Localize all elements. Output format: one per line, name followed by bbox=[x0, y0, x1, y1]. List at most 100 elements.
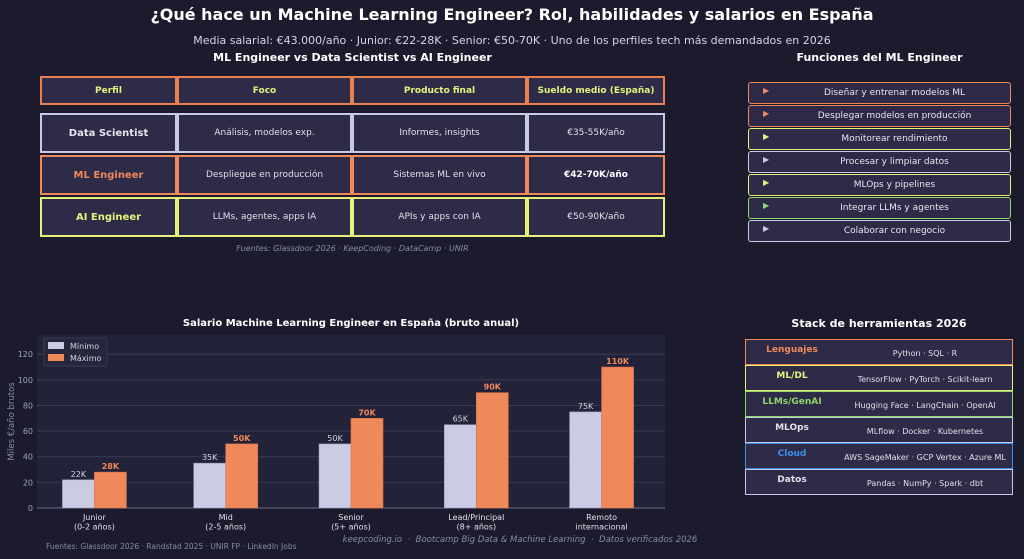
x-tick-label: (8+ años) bbox=[456, 523, 496, 532]
function-label: Procesar y limpiar datos bbox=[840, 157, 949, 167]
function-label: Integrar LLMs y agentes bbox=[840, 203, 949, 213]
arrow-icon: ▶ bbox=[763, 109, 770, 118]
data-label: 90K bbox=[484, 383, 502, 392]
y-tick-label: 0 bbox=[28, 504, 33, 513]
stack-row: LLMs/GenAI Hugging Face · LangChain · Ope… bbox=[745, 391, 1013, 417]
bar-minimo bbox=[443, 424, 477, 509]
stack-category: LLMs/GenAI bbox=[762, 397, 822, 407]
arrow-icon: ▶ bbox=[763, 224, 770, 233]
bar-minimo bbox=[62, 479, 95, 509]
stack-tools: Hugging Face · LangChain · OpenAI bbox=[854, 401, 996, 410]
comparison-sources: Fuentes: Glassdoor 2026 · KeepCoding · D… bbox=[236, 244, 469, 253]
legend-swatch bbox=[48, 354, 64, 361]
x-tick-label: Junior bbox=[82, 513, 107, 522]
bar-minimo bbox=[318, 443, 352, 509]
legend-label: Mínimo bbox=[70, 342, 99, 351]
bar-maximo bbox=[475, 392, 509, 509]
bar-maximo bbox=[94, 471, 127, 509]
arrow-icon: ▶ bbox=[763, 201, 770, 210]
data-label: 75K bbox=[578, 402, 594, 411]
stack-category: Lenguajes bbox=[766, 345, 818, 355]
function-label: Monitorear rendimiento bbox=[841, 134, 948, 144]
y-tick-label: 40 bbox=[23, 453, 33, 462]
stack-row: Lenguajes Python · SQL · R bbox=[745, 339, 1013, 365]
arrow-icon: ▶ bbox=[763, 86, 770, 95]
table-header-cell: Perfil bbox=[40, 76, 177, 105]
function-item: ▶ Procesar y limpiar datos bbox=[748, 151, 1011, 173]
stack-row: ML/DL TensorFlow · PyTorch · Scikit-learn bbox=[745, 365, 1013, 391]
salary-bar-chart: 0 20 40 60 80 100 120 Miles €/año brutos 22K 28K J… bbox=[7, 335, 665, 532]
stack-tools: TensorFlow · PyTorch · Scikit-learn bbox=[857, 375, 993, 384]
table-cell-producto: Informes, insights bbox=[352, 113, 527, 153]
function-item: ▶ Monitorear rendimiento bbox=[748, 128, 1011, 150]
stack-tools: Python · SQL · R bbox=[892, 349, 958, 358]
x-tick-label: (5+ años) bbox=[331, 523, 371, 532]
comparison-title: ML Engineer vs Data Scientist vs AI Engi… bbox=[213, 51, 492, 64]
table-cell-perfil: ML Engineer bbox=[40, 155, 177, 195]
table-cell-sueldo: €42-70K/año bbox=[527, 155, 665, 195]
stack-tools: AWS SageMaker · GCP Vertex · Azure ML bbox=[844, 453, 1006, 462]
stack-row: Cloud AWS SageMaker · GCP Vertex · Azure … bbox=[745, 443, 1013, 469]
function-item: ▶ Desplegar modelos en producción bbox=[748, 105, 1011, 127]
table-cell-perfil: AI Engineer bbox=[40, 197, 177, 237]
function-item: ▶ Integrar LLMs y agentes bbox=[748, 197, 1011, 219]
y-tick-label: 60 bbox=[23, 427, 33, 436]
bar-maximo bbox=[601, 366, 634, 509]
table-cell-producto: APIs y apps con IA bbox=[352, 197, 527, 237]
table-cell-sueldo: €50-90K/año bbox=[527, 197, 665, 237]
table-cell-sueldo: €35-55K/año bbox=[527, 113, 665, 153]
x-tick-label: internacional bbox=[576, 523, 628, 532]
stack-category: Datos bbox=[777, 475, 807, 485]
table-cell-foco: LLMs, agentes, apps IA bbox=[177, 197, 352, 237]
stack-tools: Pandas · NumPy · Spark · dbt bbox=[866, 479, 984, 488]
table-cell-producto: Sistemas ML en vivo bbox=[352, 155, 527, 195]
page-title: ¿Qué hace un Machine Learning Engineer? … bbox=[150, 5, 874, 24]
data-label: 28K bbox=[102, 462, 120, 471]
arrow-icon: ▶ bbox=[763, 178, 770, 187]
stack-category: MLOps bbox=[775, 423, 809, 433]
page-subtitle: Media salarial: €43.000/año · Junior: €2… bbox=[193, 34, 831, 47]
function-label: Diseñar y entrenar modelos ML bbox=[823, 88, 966, 98]
x-tick-label: (0-2 años) bbox=[74, 523, 115, 532]
data-label: 50K bbox=[327, 434, 343, 443]
table-header-cell: Sueldo medio (España) bbox=[527, 76, 665, 105]
functions-title: Funciones del ML Engineer bbox=[796, 51, 963, 64]
data-label: 22K bbox=[71, 470, 87, 479]
arrow-icon: ▶ bbox=[763, 132, 770, 141]
bar-maximo bbox=[225, 443, 258, 509]
bar-minimo bbox=[193, 462, 226, 509]
footer-credit: keepcoding.io · Bootcamp Big Data & Mach… bbox=[342, 535, 698, 545]
data-label: 110K bbox=[606, 357, 630, 366]
table-header-cell: Producto final bbox=[352, 76, 527, 105]
function-label: Desplegar modelos en producción bbox=[817, 111, 972, 121]
x-tick-label: Lead/Principal bbox=[448, 513, 504, 522]
function-item: ▶ Colaborar con negocio bbox=[748, 220, 1011, 242]
table-header-cell: Foco bbox=[177, 76, 352, 105]
y-axis-label: Miles €/año brutos bbox=[7, 382, 17, 461]
table-cell-foco: Análisis, modelos exp. bbox=[177, 113, 352, 153]
table-cell-perfil: Data Scientist bbox=[40, 113, 177, 153]
stack-title: Stack de herramientas 2026 bbox=[791, 317, 967, 330]
x-tick-label: Remoto bbox=[586, 513, 617, 522]
legend-swatch bbox=[48, 342, 64, 349]
bar-maximo bbox=[350, 417, 384, 509]
y-tick-label: 100 bbox=[18, 376, 33, 385]
data-label: 50K bbox=[233, 434, 251, 443]
data-label: 70K bbox=[358, 408, 376, 417]
chart-title: Salario Machine Learning Engineer en Esp… bbox=[182, 318, 520, 329]
y-tick-label: 20 bbox=[23, 478, 33, 487]
x-tick-label: Senior bbox=[338, 513, 364, 522]
data-label: 35K bbox=[202, 453, 218, 462]
table-cell-foco: Despliegue en producción bbox=[177, 155, 352, 195]
stack-tools: MLflow · Docker · Kubernetes bbox=[866, 427, 984, 436]
stack-category: Cloud bbox=[777, 449, 807, 459]
function-item: ▶ Diseñar y entrenar modelos ML bbox=[748, 82, 1011, 104]
y-tick-label: 120 bbox=[18, 350, 33, 359]
function-label: Colaborar con negocio bbox=[843, 226, 946, 236]
stack-row: Datos Pandas · NumPy · Spark · dbt bbox=[745, 469, 1013, 495]
y-tick-label: 80 bbox=[23, 401, 33, 410]
x-tick-label: (2-5 años) bbox=[205, 523, 246, 532]
stack-category: ML/DL bbox=[776, 371, 808, 381]
x-tick-label: Mid bbox=[219, 513, 233, 522]
arrow-icon: ▶ bbox=[763, 155, 770, 164]
